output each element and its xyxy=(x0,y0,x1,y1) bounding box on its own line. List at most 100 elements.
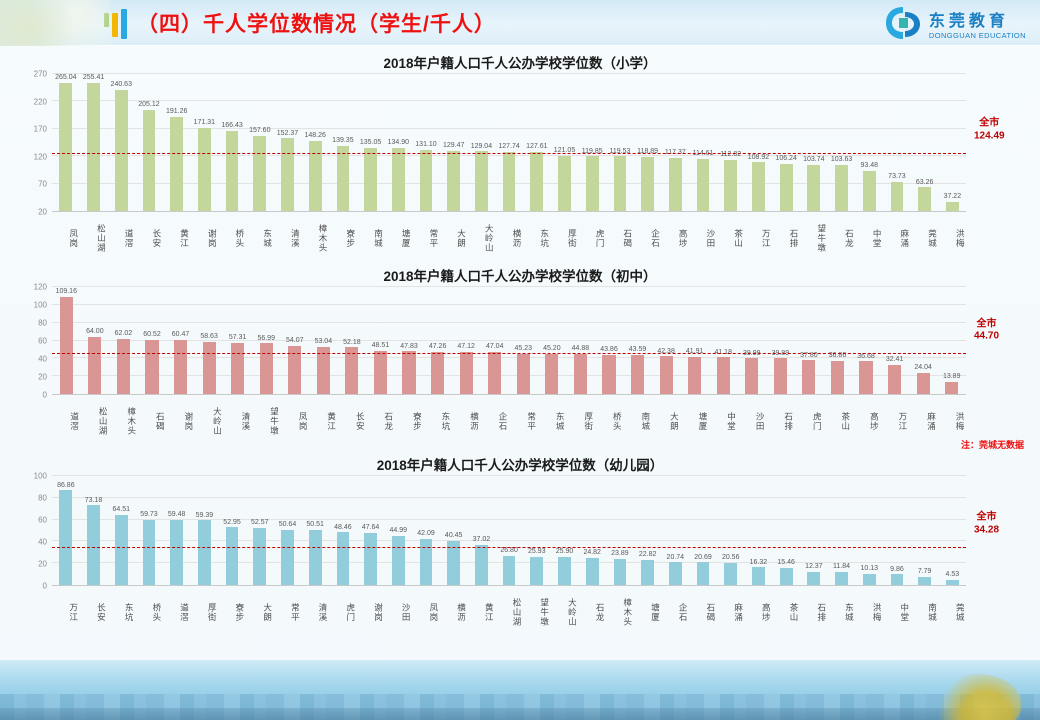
bar xyxy=(253,527,267,585)
x-axis-label: 麻涌 xyxy=(899,228,910,248)
bar-slot: 60.47 xyxy=(166,287,195,394)
bar-value-label: 59.39 xyxy=(195,511,214,519)
average-label-text: 全市 xyxy=(979,117,1000,129)
bar xyxy=(259,343,273,394)
x-axis-label: 长安 xyxy=(151,228,162,248)
bar xyxy=(724,562,738,585)
bar xyxy=(114,90,128,211)
x-axis-label: 大岭山 xyxy=(212,406,223,436)
bar xyxy=(779,163,793,211)
sunflower-image xyxy=(932,674,1022,720)
x-axis-label: 沙田 xyxy=(401,602,412,622)
bar xyxy=(752,162,765,211)
x-axis-labels: 凤岗 松山湖 道滘 长安 黄江 谢岗 桥头 东城 清溪 樟木头 寮步 南城 塘厦 常平 大朗 大岭山 横沥 东坑厚… xyxy=(0,215,1040,261)
bar xyxy=(641,560,654,585)
x-axis-label: 横沥 xyxy=(469,411,480,431)
x-axis-label: 虎门 xyxy=(345,602,356,622)
bar-value-label: 73.73 xyxy=(888,172,906,180)
logo-text-en: DONGGUAN EDUCATION xyxy=(928,30,1026,40)
bar xyxy=(659,356,673,394)
x-axis-label: 企石 xyxy=(678,602,689,622)
footer-photo-strip xyxy=(0,660,1040,720)
header-flower-decoration xyxy=(0,0,110,46)
x-axis-label: 茶山 xyxy=(788,602,799,622)
bar-slot: 20.56 xyxy=(717,476,745,585)
bar-value-label: 37.02 xyxy=(472,535,491,543)
bar-value-label: 52.57 xyxy=(251,519,269,527)
y-axis: 120 100 80 60 40 20 0 xyxy=(18,283,52,400)
city-skyline-shadow xyxy=(0,708,1040,720)
x-axis-label: 樟木头 xyxy=(622,597,633,627)
bar xyxy=(859,361,873,394)
y-axis-tick: 40 xyxy=(38,537,47,547)
x-axis-label: 横沥 xyxy=(456,602,467,622)
x-axis-label: 石碣 xyxy=(705,602,716,622)
x-axis-label: 石龙 xyxy=(383,411,394,431)
bar-value-label: 171.31 xyxy=(193,119,216,127)
bar-value-label: 44.99 xyxy=(389,527,408,535)
bar-slot: 129.04 xyxy=(468,74,496,211)
bar-slot: 43.86 xyxy=(595,287,624,394)
bar-slot: 41.18 xyxy=(709,287,738,394)
bar xyxy=(170,520,184,585)
bar-slot: 43.59 xyxy=(623,287,652,394)
slide-header: （四）千人学位数情况（学生/千人） 东莞教育 DONGGUAN EDUCATIO… xyxy=(0,0,1040,46)
average-label-value: 124.49 xyxy=(974,130,1005,142)
bar-slot: 59.73 xyxy=(135,476,163,585)
average-line xyxy=(52,353,966,355)
bar xyxy=(114,514,128,585)
bar-slot: 191.26 xyxy=(163,74,191,211)
bar-slot: 37.22 xyxy=(939,74,967,211)
bar-value-label: 42.38 xyxy=(657,347,675,355)
bar xyxy=(402,351,416,394)
average-label-zone: 全市 34.28 xyxy=(966,476,1040,586)
bar-value-label: 50.64 xyxy=(278,521,297,529)
bar-slot: 139.35 xyxy=(329,74,357,211)
bar-value-label: 109.16 xyxy=(55,287,77,295)
bar-value-label: 45.23 xyxy=(514,344,533,352)
bar xyxy=(585,557,599,585)
bar-slot: 93.48 xyxy=(855,74,883,211)
bar-slot: 25.90 xyxy=(551,476,579,585)
x-axis-label: 大朗 xyxy=(669,411,680,431)
bar-value-label: 10.13 xyxy=(860,565,878,573)
x-axis-label: 樟木头 xyxy=(318,223,329,253)
y-axis-tick: 220 xyxy=(33,97,47,107)
bar xyxy=(391,148,405,211)
bar-slot: 52.57 xyxy=(246,476,274,585)
bar-slot: 255.41 xyxy=(80,74,108,211)
x-axis-label: 南城 xyxy=(640,411,651,431)
bar xyxy=(945,201,959,211)
bar xyxy=(668,562,682,585)
bar-value-label: 131.10 xyxy=(415,141,437,149)
bar xyxy=(830,361,845,394)
bar-value-label: 25.93 xyxy=(528,548,546,556)
bar-slot: 23.89 xyxy=(606,476,634,585)
bar xyxy=(724,160,738,211)
bar-value-label: 32.41 xyxy=(885,356,904,364)
bars: 265.04 255.41 240.63 205.12 191.26 171.31 166.… xyxy=(52,74,966,211)
x-axis-label: 大岭山 xyxy=(484,223,495,253)
bar-value-label: 119.53 xyxy=(609,147,631,155)
bar xyxy=(59,296,73,394)
bar-slot: 39.99 xyxy=(738,287,767,394)
bar-value-label: 135.05 xyxy=(359,139,382,147)
plot-area: 86.86 73.18 64.51 59.73 59.48 59.39 52.95 52.57… xyxy=(52,475,966,586)
bar xyxy=(198,128,211,211)
bar-slot: 9.86 xyxy=(883,476,911,585)
bar xyxy=(475,151,488,211)
bar-value-label: 23.89 xyxy=(611,550,629,558)
bar-value-label: 64.00 xyxy=(86,328,104,336)
bar-value-label: 240.63 xyxy=(110,81,132,89)
x-axis-label: 黄江 xyxy=(326,411,337,431)
bar-value-label: 54.07 xyxy=(286,337,304,345)
logo-icon xyxy=(885,7,920,39)
gridline xyxy=(52,518,966,520)
x-axis-label: 望牛墩 xyxy=(539,597,550,627)
x-axis-label: 南城 xyxy=(927,602,938,622)
bar xyxy=(202,341,216,394)
bar-value-label: 37.80 xyxy=(800,351,818,359)
x-axis-label: 道滘 xyxy=(179,602,190,622)
bar-slot: 86.86 xyxy=(52,476,80,585)
bar xyxy=(59,490,73,585)
